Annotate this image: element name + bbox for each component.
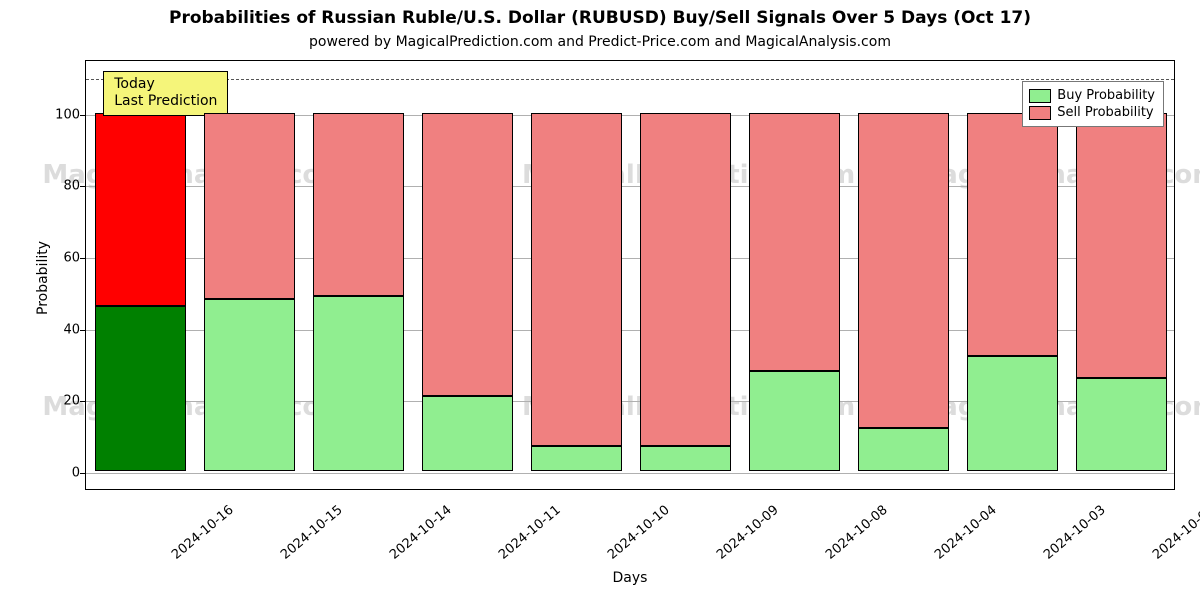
- bar-slot: [95, 59, 185, 489]
- chart-canvas: Probabilities of Russian Ruble/U.S. Doll…: [0, 0, 1200, 600]
- bar-sell: [749, 113, 839, 371]
- bar-sell: [313, 113, 403, 296]
- ytick-label: 0: [72, 466, 86, 481]
- bar-sell: [1076, 113, 1166, 378]
- bar-sell: [858, 113, 948, 428]
- bar-slot: [204, 59, 294, 489]
- xtick-label: 2024-10-02: [1144, 495, 1200, 563]
- bar-buy: [95, 306, 185, 471]
- xtick-label: 2024-10-04: [926, 495, 1000, 563]
- bar-sell: [95, 113, 185, 307]
- callout-line1: Today: [114, 76, 217, 94]
- bar-sell: [640, 113, 730, 446]
- xtick-label: 2024-10-08: [817, 495, 891, 563]
- bar-buy: [313, 296, 403, 472]
- legend-item: Buy Probability: [1029, 88, 1155, 103]
- ytick-label: 20: [63, 394, 86, 409]
- watermark-text: MagicalAnalysis.com: [42, 392, 347, 422]
- legend-item: Sell Probability: [1029, 105, 1155, 120]
- xtick-label: 2024-10-16: [163, 495, 237, 563]
- bar-slot: [313, 59, 403, 489]
- bar-buy: [531, 446, 621, 471]
- legend-label: Buy Probability: [1057, 88, 1155, 103]
- xtick-label: 2024-10-15: [272, 495, 346, 563]
- y-axis-label: Probability: [35, 241, 51, 315]
- bar-sell: [967, 113, 1057, 357]
- bar-buy: [640, 446, 730, 471]
- bar-slot: [531, 59, 621, 489]
- bar-buy: [967, 356, 1057, 471]
- x-axis-label: Days: [85, 570, 1175, 586]
- bar-sell: [531, 113, 621, 446]
- xtick-label: 2024-10-11: [490, 495, 564, 563]
- ytick-label: 80: [63, 179, 86, 194]
- xtick-label: 2024-10-09: [708, 495, 782, 563]
- ytick-label: 100: [55, 107, 86, 122]
- bar-sell: [422, 113, 512, 396]
- bar-slot: [422, 59, 512, 489]
- plot-area: MagicalAnalysis.comMagicalAnalysis.comMa…: [85, 60, 1175, 490]
- callout-line2: Last Prediction: [114, 93, 217, 111]
- xtick-label: 2024-10-10: [599, 495, 673, 563]
- bar-sell: [204, 113, 294, 299]
- bar-slot: [640, 59, 730, 489]
- bar-buy: [204, 299, 294, 471]
- legend-swatch: [1029, 106, 1051, 120]
- watermark-text: MagicalAnalysis.com: [42, 160, 347, 190]
- bar-buy: [1076, 378, 1166, 471]
- bar-buy: [749, 371, 839, 471]
- xtick-label: 2024-10-03: [1035, 495, 1109, 563]
- ytick-label: 40: [63, 322, 86, 337]
- chart-subtitle: powered by MagicalPrediction.com and Pre…: [0, 34, 1200, 50]
- bar-slot: [858, 59, 948, 489]
- bar-buy: [422, 396, 512, 471]
- legend: Buy Probability Sell Probability: [1022, 81, 1164, 127]
- chart-title: Probabilities of Russian Ruble/U.S. Doll…: [0, 8, 1200, 28]
- bar-buy: [858, 428, 948, 471]
- ytick-label: 60: [63, 251, 86, 266]
- bar-slot: [749, 59, 839, 489]
- legend-swatch: [1029, 89, 1051, 103]
- legend-label: Sell Probability: [1057, 105, 1153, 120]
- xtick-label: 2024-10-14: [381, 495, 455, 563]
